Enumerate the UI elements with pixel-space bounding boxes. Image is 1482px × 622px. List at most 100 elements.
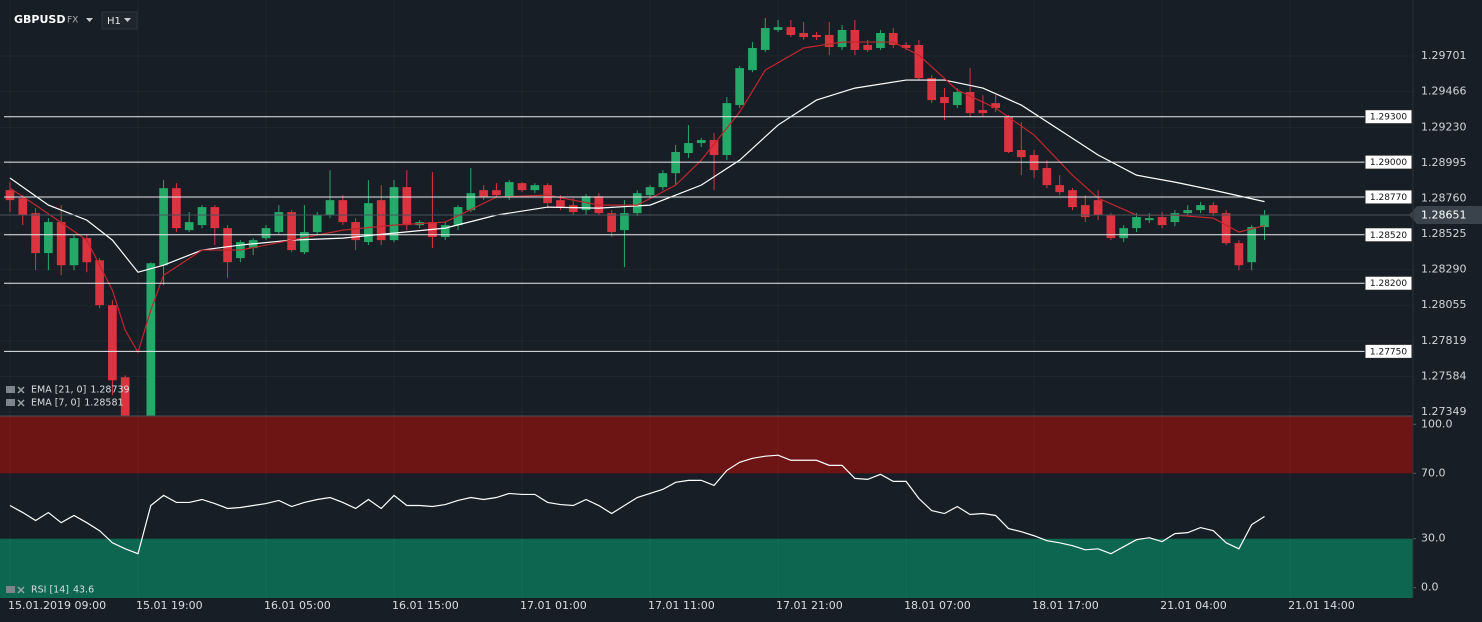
candle-body (684, 143, 693, 154)
candle-body (1196, 205, 1205, 211)
candle-body (1016, 150, 1026, 158)
x-tick-label: 15.01 19:00 (136, 599, 203, 612)
dropdown-arrow[interactable] (86, 18, 93, 22)
legend-icon (6, 586, 15, 593)
candle-body (364, 203, 373, 243)
level-label-box (1364, 154, 1413, 170)
candle-body (748, 47, 757, 71)
candle-body (1208, 205, 1218, 214)
level-label-box (1364, 189, 1413, 205)
y-tick-label: 1.27584 (1421, 369, 1467, 382)
candle-body (18, 198, 28, 216)
level-label: 1.28770 (1370, 193, 1407, 203)
x-tick-label: 17.01 01:00 (520, 599, 587, 612)
candle-body (1042, 168, 1052, 186)
candle-body (82, 238, 92, 263)
candle-body (1093, 200, 1103, 216)
candle-body (517, 183, 527, 191)
candle-body (1106, 215, 1116, 239)
candle-body (760, 28, 770, 50)
candle-body (338, 200, 348, 223)
candle-body (351, 222, 360, 241)
candle-body (1157, 217, 1167, 226)
candle-body (991, 103, 1001, 109)
candle-body (389, 187, 399, 241)
candle-body (850, 29, 860, 50)
candle-body (1119, 228, 1129, 239)
y-tick-label: 1.28525 (1421, 227, 1467, 240)
candle-body (197, 207, 207, 226)
candle-body (1221, 213, 1231, 244)
x-tick-label: 18.01 07:00 (904, 599, 971, 612)
candle-body (620, 213, 629, 231)
candle-body (888, 33, 898, 45)
y-tick-label: 70.0 (1421, 466, 1446, 479)
candle-body (735, 68, 745, 106)
candle-body (607, 213, 616, 233)
level-label: 1.29000 (1370, 158, 1407, 168)
candle-body (479, 190, 488, 198)
timeframe[interactable]: H1 (107, 16, 121, 27)
candle-body (300, 232, 309, 253)
candle-body (287, 212, 296, 251)
candle-body (1234, 243, 1244, 266)
candle-body (709, 140, 719, 156)
x-tick-label: 18.01 17:00 (1032, 599, 1099, 612)
candle-body (1144, 218, 1154, 221)
market[interactable]: FX (67, 16, 78, 26)
timeframe-box[interactable] (101, 11, 138, 30)
candle-body (1247, 227, 1257, 263)
candle-body (1183, 210, 1193, 214)
dropdown-arrow[interactable] (124, 18, 131, 22)
candle-body (965, 92, 975, 114)
overbought-zone (0, 416, 1413, 474)
legend-remove (17, 399, 25, 407)
candle-body (658, 173, 668, 188)
legend-icon (6, 399, 15, 406)
candle-body (5, 190, 15, 201)
candle-body (940, 97, 949, 104)
x-tick-label: 21.01 14:00 (1288, 599, 1355, 612)
candle-body (274, 212, 284, 233)
y-tick-label: 1.27819 (1421, 334, 1467, 347)
candle-body (146, 263, 156, 416)
candle-body (376, 200, 386, 241)
x-tick-label: 16.01 05:00 (264, 599, 331, 612)
candle-body (108, 305, 117, 381)
candle-body (159, 188, 168, 266)
candle-body (504, 182, 514, 198)
indicator-line (9, 79, 1265, 273)
x-tick-label: 17.01 21:00 (776, 599, 843, 612)
y-tick-label: 1.29701 (1421, 49, 1467, 62)
candle-body (812, 34, 821, 38)
candle-body (1055, 185, 1065, 193)
candle-body (773, 27, 783, 30)
oversold-zone (0, 538, 1413, 598)
candle-body (325, 200, 335, 216)
y-tick-label: 100.0 (1421, 417, 1453, 430)
level-label: 1.29300 (1370, 113, 1407, 123)
legend-icon (6, 386, 15, 393)
candle-body (120, 377, 130, 416)
candle-body (1132, 217, 1141, 229)
y-tick-label: 1.29230 (1421, 120, 1467, 133)
legend-value: 1.28739 (90, 385, 129, 396)
candle-body (1170, 213, 1180, 223)
candle-body (914, 44, 924, 79)
candle-body (1068, 190, 1077, 208)
legend-value: 1.28581 (84, 398, 123, 409)
candle-body (799, 33, 809, 38)
candle-body (530, 185, 540, 191)
candle-body (69, 238, 79, 266)
y-tick-label: 1.28290 (1421, 263, 1467, 276)
level-label: 1.28200 (1370, 279, 1407, 289)
candle-body (402, 187, 412, 226)
symbol[interactable]: GBPUSD (14, 13, 65, 26)
y-tick-label: 1.28055 (1421, 298, 1467, 311)
candle-body (978, 110, 988, 114)
candle-body (172, 188, 181, 229)
candle-body (901, 44, 911, 48)
legend-remove (17, 586, 25, 594)
